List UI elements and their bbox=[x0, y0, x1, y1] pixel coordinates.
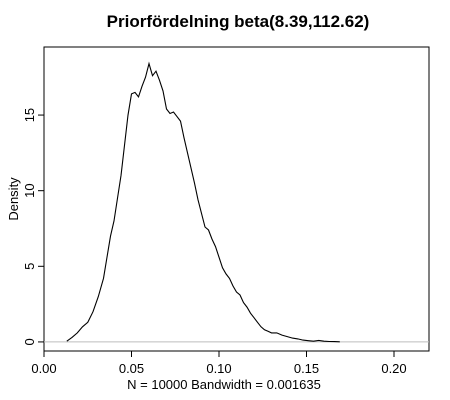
x-tick-label: 0.20 bbox=[381, 361, 406, 376]
y-axis-label: Density bbox=[6, 177, 21, 221]
x-tick-label: 0.15 bbox=[294, 361, 319, 376]
x-axis: 0.00 0.05 0.10 0.15 0.20 bbox=[31, 351, 407, 376]
y-tick-label: 0 bbox=[22, 338, 37, 345]
x-tick-label: 0.05 bbox=[119, 361, 144, 376]
x-tick-label: 0.00 bbox=[31, 361, 56, 376]
y-axis: 0 5 10 15 bbox=[22, 108, 44, 346]
chart-title: Priorfördelning beta(8.39,112.62) bbox=[107, 12, 370, 31]
y-tick-label: 10 bbox=[22, 183, 37, 197]
x-axis-label: N = 10000 Bandwidth = 0.001635 bbox=[127, 377, 321, 392]
x-tick-label: 0.10 bbox=[206, 361, 231, 376]
plot-frame bbox=[43, 46, 430, 352]
y-tick-label: 5 bbox=[22, 263, 37, 270]
y-tick-label: 15 bbox=[22, 108, 37, 122]
density-curve bbox=[66, 61, 340, 343]
